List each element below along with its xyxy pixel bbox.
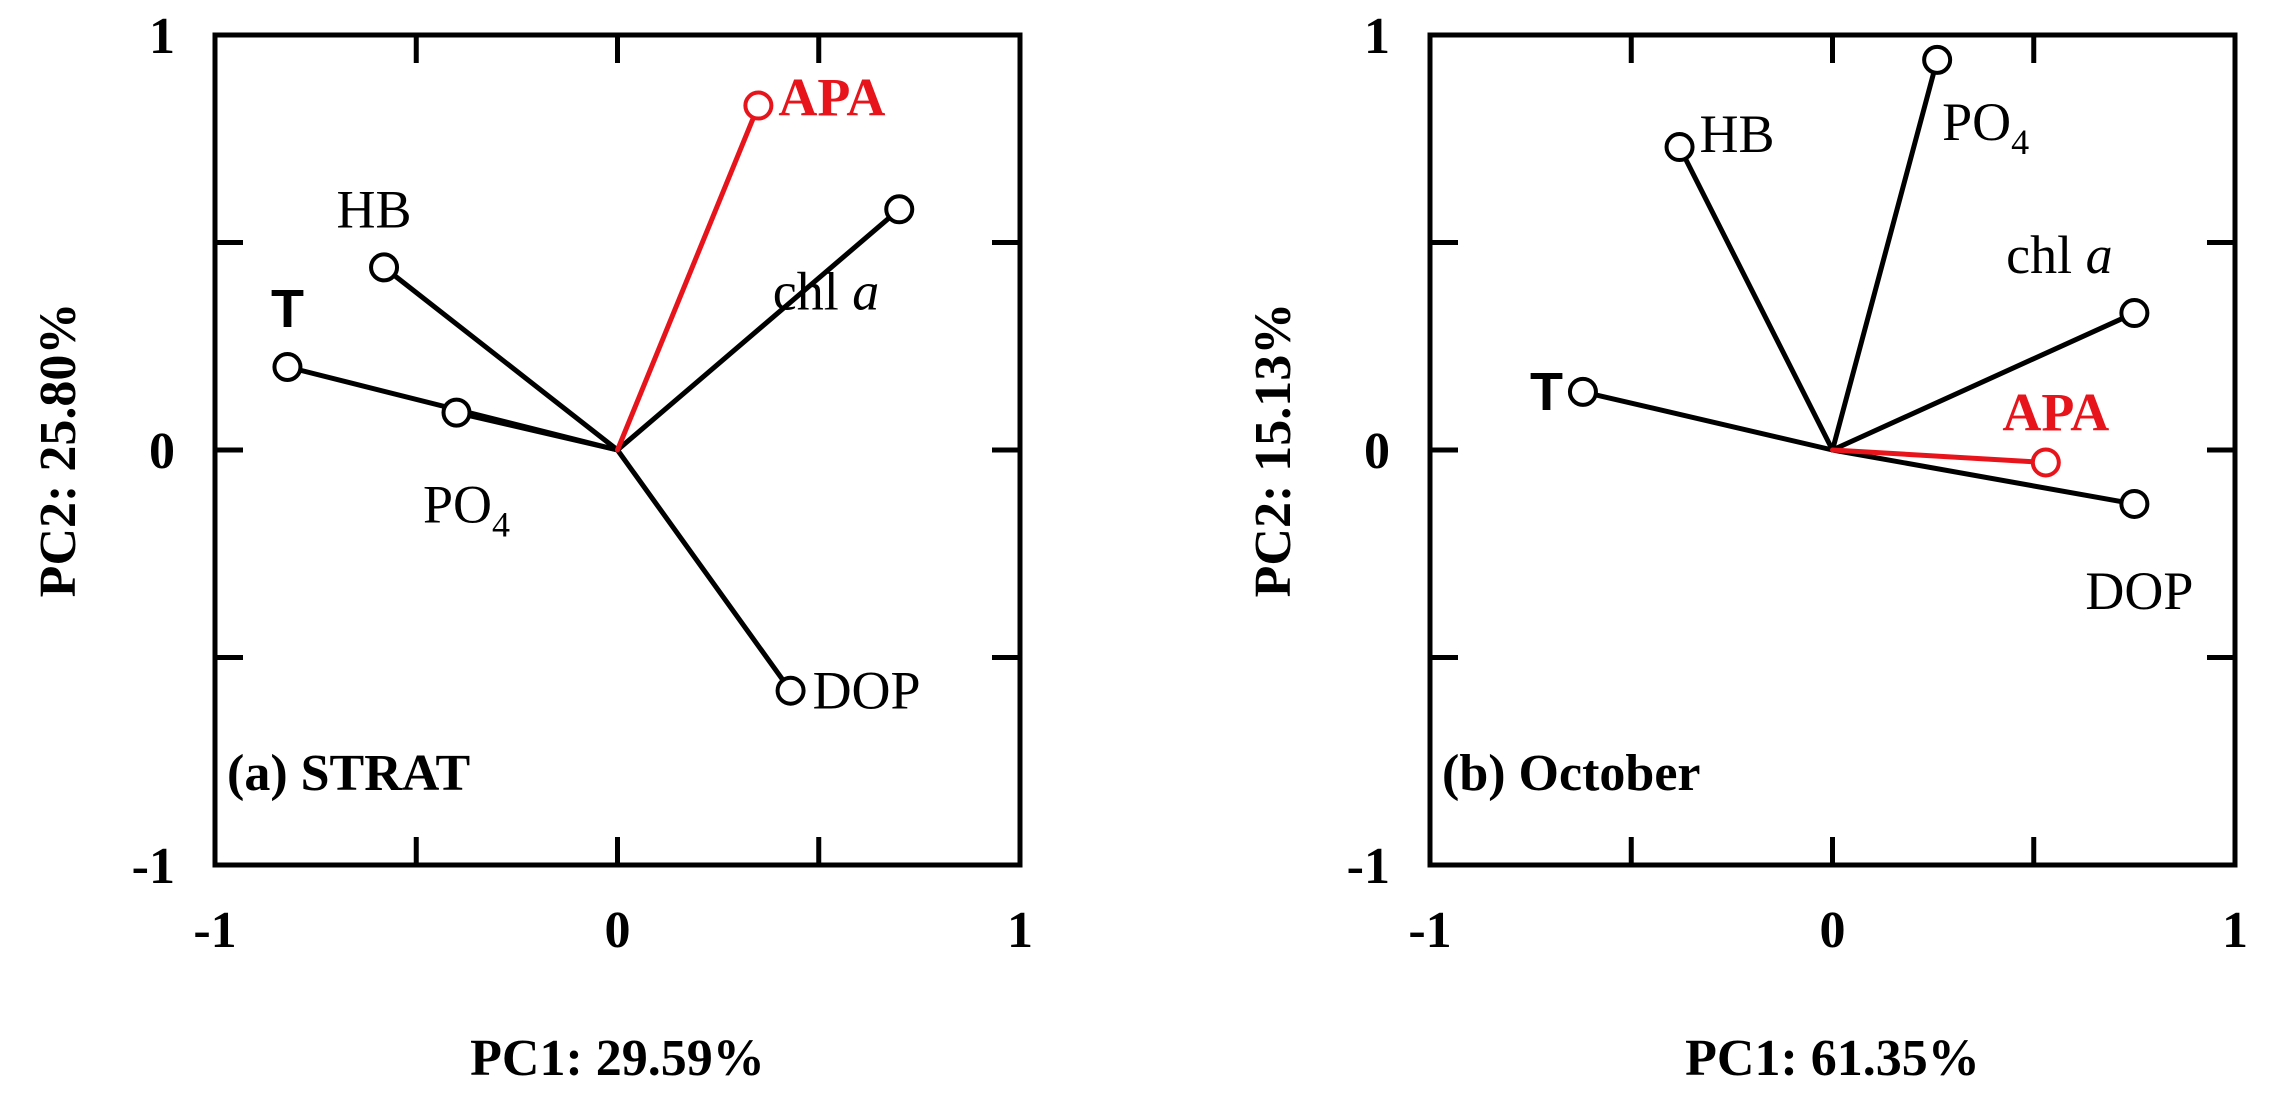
loading-point-apa xyxy=(743,90,774,121)
loading-point-apa xyxy=(2030,447,2061,478)
variable-label-apa: APA xyxy=(778,68,885,128)
loading-vector-chl-a xyxy=(615,206,902,453)
x-tick-label: 1 xyxy=(2222,902,2248,959)
loading-vector-apa xyxy=(1830,447,2049,465)
variable-label-dop: DOP xyxy=(2085,561,2193,621)
x-tick-label: 0 xyxy=(605,902,631,959)
variable-label-chl-a: chl a xyxy=(2006,225,2112,285)
variable-label-apa: APA xyxy=(2002,382,2109,442)
y-tick-label: 1 xyxy=(149,8,175,65)
x-tick-label: -1 xyxy=(193,902,236,959)
loading-point-dop xyxy=(775,675,806,706)
variable-label-dop: DOP xyxy=(813,661,921,721)
variable-label-hb: HB xyxy=(1700,104,1775,164)
variable-label-t: T xyxy=(271,279,304,339)
variable-label-po4: PO4 xyxy=(423,475,510,545)
loading-point-t xyxy=(1567,376,1598,407)
panel-strat: -1 0 1 -1 0 1 PC1: 29.59% PC2: 25.80% (a) STRAT H… xyxy=(30,8,1033,1087)
loading-point-po4 xyxy=(1922,44,1953,75)
y-axis-title: PC2: 15.13% xyxy=(1245,303,1302,598)
loading-vector-dop xyxy=(615,447,794,694)
x-tick-label: -1 xyxy=(1408,902,1451,959)
panel-october: -1 0 1 -1 0 1 PC1: 61.35% PC2: 15.13% (b) Octobe… xyxy=(1245,8,2248,1087)
loading-vector-po4 xyxy=(1830,57,1940,453)
y-tick-label: 0 xyxy=(1364,423,1390,480)
y-tick-label: -1 xyxy=(132,838,175,895)
loading-vector-hb xyxy=(381,264,620,453)
loading-vector-t xyxy=(1580,389,1835,453)
variable-label-po4: PO4 xyxy=(1942,92,2029,162)
loading-point-dop xyxy=(2119,488,2150,519)
y-tick-label: 0 xyxy=(149,423,175,480)
variable-label-chl-a: chl a xyxy=(773,261,879,321)
panel-label: (b) October xyxy=(1442,745,1700,802)
variable-label-hb: HB xyxy=(337,179,412,239)
loading-point-chl-a xyxy=(2119,298,2150,329)
y-axis-title: PC2: 25.80% xyxy=(30,303,87,598)
variable-label-t: T xyxy=(1530,362,1563,422)
loading-point-po4 xyxy=(441,397,472,428)
x-tick-label: 1 xyxy=(1007,902,1033,959)
loading-vector-apa xyxy=(615,103,761,453)
y-tick-label: 1 xyxy=(1364,8,1390,65)
loading-vector-po4 xyxy=(454,410,620,453)
loading-vector-chl-a xyxy=(1830,310,2137,453)
loading-vector-hb xyxy=(1677,144,1835,453)
y-tick-label: -1 xyxy=(1347,838,1390,895)
loading-point-chl-a xyxy=(884,194,915,225)
panel-label: (a) STRAT xyxy=(227,745,470,802)
x-axis-title: PC1: 61.35% xyxy=(1685,1030,1980,1087)
loading-point-hb xyxy=(369,252,400,283)
loading-point-hb xyxy=(1664,132,1695,163)
x-tick-label: 0 xyxy=(1820,902,1846,959)
loading-point-t xyxy=(272,352,303,382)
x-axis-title: PC1: 29.59% xyxy=(470,1030,765,1087)
loading-vector-dop xyxy=(1830,447,2137,507)
